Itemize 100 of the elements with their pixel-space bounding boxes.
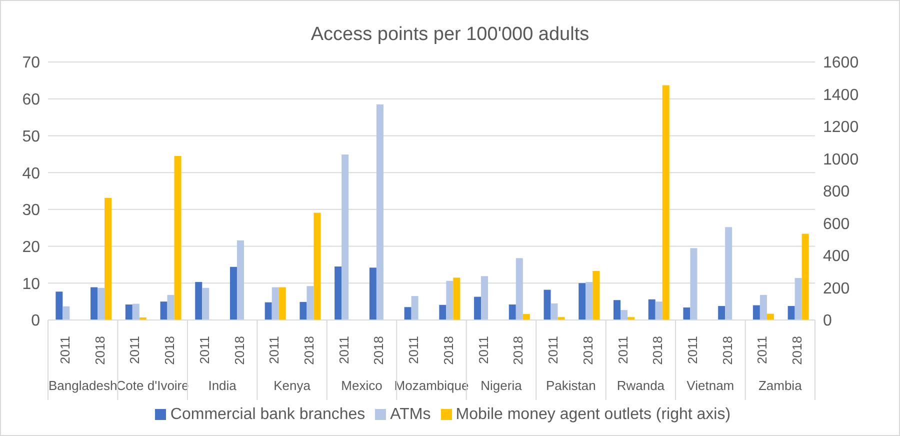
bar [104,198,112,320]
bar [516,258,523,320]
bar [550,303,558,320]
bar [306,286,314,320]
y-tick-label: 20 [22,238,40,256]
text: Kenya [274,378,312,393]
bar [655,302,662,320]
bar [620,310,628,320]
bar [411,296,418,320]
x-tick-label: 2011 [615,336,630,364]
bar [230,266,237,320]
x-tick-label: 2018 [162,336,178,365]
bar [522,314,530,320]
bar [439,304,446,320]
bar [613,300,620,320]
bar [132,304,140,320]
bar [718,306,726,320]
bar [662,85,670,320]
x-tick-label: 2011 [754,336,770,364]
x-tick-label: 2011 [57,336,72,364]
text: Nigeria [480,378,523,393]
text: Cote d'Ivoire [116,378,189,393]
bar [648,299,656,320]
bar [264,302,272,320]
bar [766,314,774,320]
legend-label: Commercial bank branches [170,406,366,423]
legend-label: ATMs [390,406,431,423]
y2-tick-label: 600 [823,216,850,233]
x-tick-label: 2011 [476,336,491,364]
bar [376,104,384,320]
y-tick-label: 60 [22,92,40,109]
text: Bangladesh [48,378,118,393]
text: Rwanda [616,378,666,393]
bar [334,266,342,320]
bar [690,248,698,320]
text: Mozambique [394,378,469,393]
bar [314,212,321,320]
bar [300,302,307,320]
bar [342,154,349,320]
x-tick-label: 2018 [92,336,108,365]
bar [56,292,63,320]
text: Zambia [758,378,803,393]
y-tick-label: 40 [22,165,40,182]
bar [125,304,132,320]
x-tick-label: 2018 [371,336,386,365]
y2-tick-label: 0 [823,312,832,330]
x-tick-label: 2018 [440,336,456,365]
legend-label: Mobile money agent outlets (right axis) [456,406,731,423]
text: Vietnam [686,378,734,393]
bar [404,307,412,320]
y2-tick-label: 200 [823,280,850,298]
x-tick-label: 2011 [406,336,422,364]
bar [160,302,168,320]
x-tick-label: 2011 [196,336,212,364]
x-tick-label: 2011 [684,336,700,364]
bar [802,234,809,320]
bar [544,290,551,320]
bar [195,282,202,320]
x-tick-label: 2011 [546,336,561,364]
bar [760,294,767,320]
y-tick-label: 0 [31,312,40,330]
y2-tick-label: 1000 [823,151,859,168]
bar [62,306,70,320]
bar [788,306,795,320]
x-tick-label: 2011 [266,336,282,364]
y2-tick-label: 400 [823,248,850,266]
chart-title: Access points per 100'000 adults [310,24,590,46]
bar [202,288,210,320]
bar [98,288,105,320]
x-tick-label: 2018 [790,336,805,365]
y-tick-label: 30 [22,202,40,220]
bar [752,305,760,320]
bar [90,287,98,320]
text: Pakistan [546,378,596,393]
x-tick-label: 2018 [232,336,247,365]
y2-tick-label: 800 [823,184,850,201]
y2-tick-label: 1600 [823,54,859,72]
bar [725,227,732,320]
bar [508,304,516,320]
bar [174,156,182,320]
x-tick-label: 2018 [720,336,735,365]
x-tick-label: 2018 [510,336,526,365]
y-tick-label: 50 [22,128,40,146]
bar [481,276,488,320]
x-tick-label: 2018 [580,336,596,365]
bar [683,307,690,320]
y2-tick-label: 1200 [823,119,859,136]
text: India [208,378,238,393]
x-tick-label: 2018 [301,336,316,365]
y-tick-label: 10 [22,276,40,293]
y-tick-label: 70 [22,54,40,72]
bar [167,294,174,320]
bar [236,240,244,320]
x-tick-label: 2018 [650,336,666,365]
x-tick-label: 2011 [336,336,352,364]
text: Mexico [341,378,382,393]
x-tick-label: 2011 [127,336,142,364]
bar [578,283,586,320]
y2-tick-label: 1400 [823,86,859,104]
bar [369,268,376,320]
